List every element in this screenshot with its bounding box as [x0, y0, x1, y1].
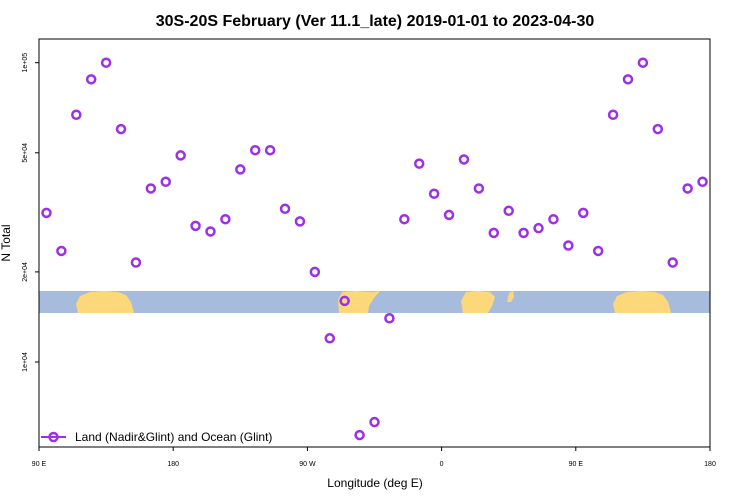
data-point — [399, 213, 410, 225]
data-point — [384, 313, 395, 324]
data-point — [71, 109, 82, 121]
data-point — [682, 183, 693, 194]
data-point — [458, 154, 470, 165]
land-mass-africa — [461, 291, 495, 313]
data-point — [354, 429, 365, 441]
land-mass-madagascar — [507, 291, 514, 302]
data-point — [667, 257, 678, 268]
data-point — [324, 333, 336, 344]
x-tick-label: 90 E — [569, 461, 584, 468]
data-point — [130, 257, 142, 268]
y-tick-label: 1e+04 — [22, 352, 29, 372]
land-mass-australia-2 — [613, 291, 671, 313]
x-tick-label: 180 — [167, 461, 179, 468]
x-axis-label: Longitude (deg E) — [327, 476, 422, 490]
data-point — [115, 123, 127, 135]
data-point — [175, 150, 186, 161]
plot-frame — [38, 38, 711, 448]
data-point — [205, 226, 216, 237]
map-background-band — [39, 291, 710, 313]
data-point — [279, 203, 291, 215]
data-point — [548, 213, 559, 225]
legend-marker — [48, 431, 59, 443]
data-point — [220, 213, 231, 225]
y-axis-label: N Total — [0, 224, 13, 261]
data-point — [100, 57, 112, 68]
data-point — [592, 245, 604, 257]
data-point — [249, 144, 261, 156]
data-point — [160, 176, 171, 188]
y-tick-label: 2e+04 — [22, 262, 29, 282]
legend-label: Land (Nadir&Glint) and Ocean (Glint) — [75, 430, 272, 444]
legend: Land (Nadir&Glint) and Ocean (Glint) — [41, 430, 272, 444]
data-point — [85, 74, 97, 85]
data-point — [503, 205, 514, 217]
data-point — [563, 240, 574, 251]
data-point — [264, 144, 276, 156]
y-axis: 1e+04 2e+04 5e+04 1e+05 — [22, 53, 39, 372]
data-point — [607, 109, 619, 121]
ocean-band — [39, 291, 710, 313]
data-point — [309, 266, 321, 278]
data-point — [145, 183, 157, 194]
data-point — [637, 57, 649, 68]
land-mass-south-america — [338, 291, 380, 313]
data-point — [622, 74, 634, 85]
data-point — [190, 220, 201, 232]
data-point — [339, 295, 350, 307]
data-point — [533, 222, 544, 234]
data-point — [518, 227, 529, 239]
x-axis: 90 E 180 90 W 0 90 E 180 — [32, 447, 716, 468]
data-point — [56, 245, 67, 257]
data-point — [413, 158, 425, 169]
data-point — [294, 216, 306, 227]
y-tick-label: 1e+05 — [22, 53, 29, 73]
data-points — [41, 57, 708, 441]
y-tick-label: 5e+04 — [22, 143, 29, 163]
data-point — [578, 207, 589, 219]
x-tick-label: 0 — [440, 461, 444, 468]
x-tick-label: 180 — [704, 461, 716, 468]
x-tick-label: 90 W — [299, 461, 316, 468]
chart-title: 30S-20S February (Ver 11.1_late) 2019-01… — [156, 13, 595, 30]
x-tick-label: 90 E — [32, 461, 47, 468]
data-point — [488, 227, 500, 239]
data-point — [369, 416, 380, 428]
data-point — [428, 188, 440, 199]
data-point — [473, 183, 485, 194]
land-mass-australia-1 — [76, 291, 134, 313]
data-point — [443, 209, 455, 221]
data-point — [697, 176, 708, 188]
data-point — [235, 164, 246, 175]
data-point — [652, 123, 664, 135]
data-point — [41, 207, 52, 219]
